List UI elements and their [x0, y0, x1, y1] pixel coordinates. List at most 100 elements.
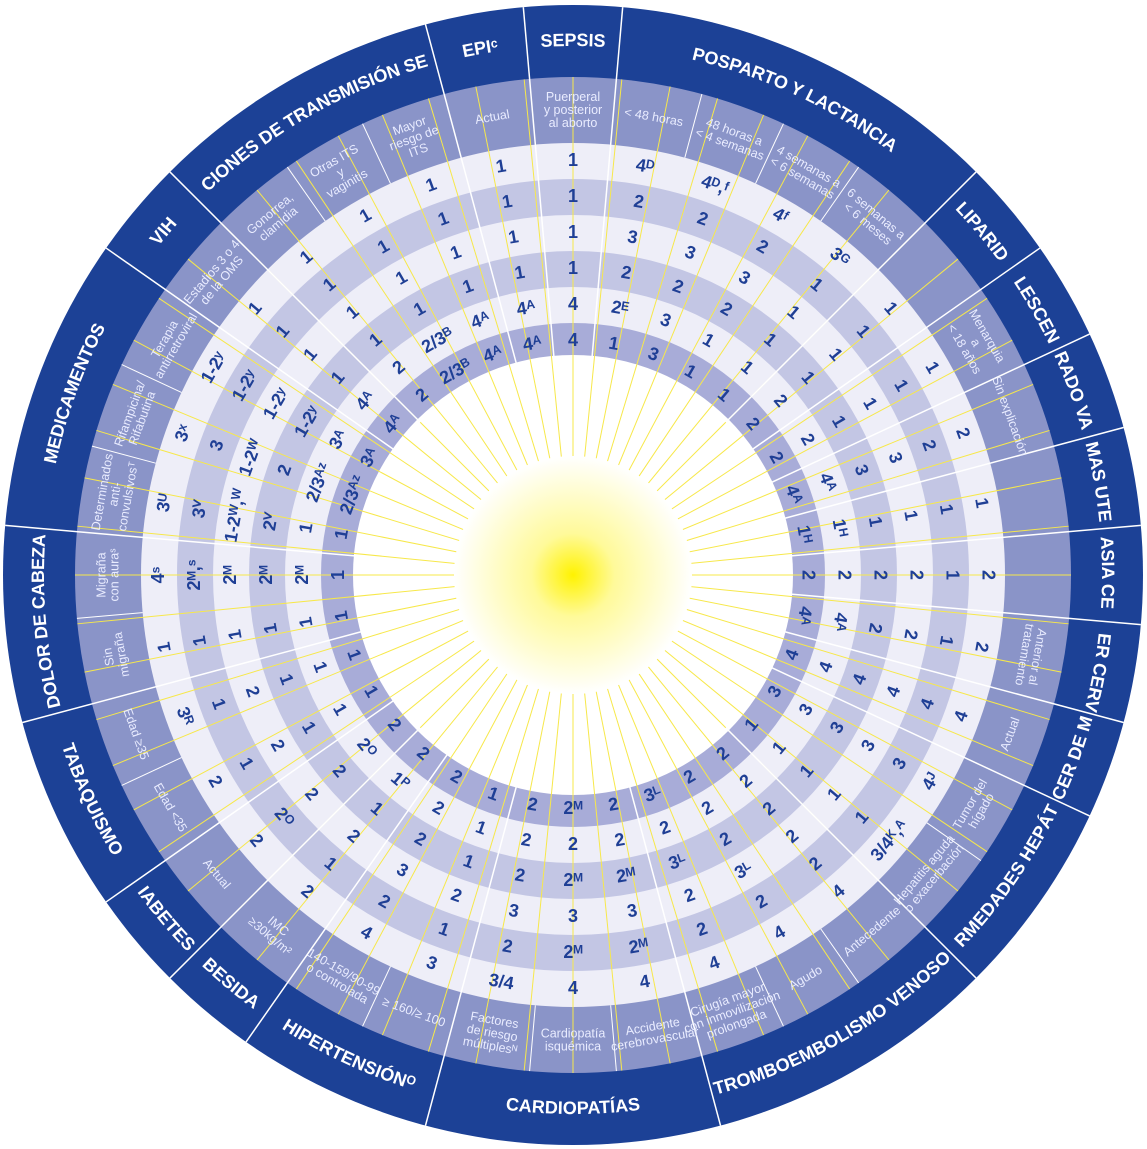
method-code: 2 [526, 793, 539, 814]
method-code: 2 [834, 570, 854, 580]
category-divider [725, 171, 977, 423]
method-code: 4ᴰ [634, 155, 655, 178]
method-code: 2 [501, 935, 514, 956]
method-code: 1 [865, 515, 886, 528]
method-code: 3ᵁ [153, 492, 176, 513]
method-code: 2 [978, 570, 998, 580]
category-divider [522, 7, 555, 360]
subcategory-label-line: y posterior [544, 103, 602, 117]
subcategory-label-line: Cardiopatía [541, 1027, 606, 1041]
subcategory-label-line: ITS [407, 140, 430, 160]
subcategory-label-line: al aborto [549, 116, 598, 130]
subcategory-divider [286, 166, 326, 222]
method-code: 1 [224, 628, 245, 641]
subcategory-divider [755, 123, 784, 184]
method-code: 1 [942, 570, 962, 580]
method-code: 1 [568, 186, 578, 206]
method-code: 3ⱽ [188, 497, 211, 519]
subcategory-label-line: Migraña [95, 552, 109, 597]
subcategory-label-line: anti- [106, 481, 124, 507]
category-divider [725, 727, 977, 979]
method-code: 2ᴹ,ˢ [184, 559, 204, 590]
method-code: 1ᴴ [793, 524, 816, 545]
category-divider [169, 727, 421, 979]
method-code: 1 [607, 333, 620, 354]
method-code: 3 [626, 226, 639, 247]
method-code: 1 [971, 496, 992, 509]
subcategory-label: Actual [474, 107, 511, 127]
category-divider [781, 426, 1124, 520]
method-code: 1 [513, 262, 526, 283]
method-code: 4 [568, 294, 578, 314]
method-code: 2ᴹ [220, 565, 240, 584]
method-code: 3/4 [487, 969, 515, 993]
category-divider [105, 698, 397, 903]
subcategory-divider [820, 166, 860, 222]
method-code: 2 [865, 622, 886, 635]
subcategory-label-line: Actual [474, 107, 511, 127]
category-divider [22, 630, 365, 724]
method-code: 2ᴹ [627, 935, 649, 958]
method-code: 2ᴹ [292, 565, 312, 584]
category-divider [749, 247, 1041, 452]
method-code: 2 [900, 628, 921, 641]
method-code: 2ᴹ [563, 942, 582, 962]
method-code: 1 [568, 258, 578, 278]
method-code: 3 [568, 906, 578, 926]
method-code: 1 [507, 226, 520, 247]
method-code: 2ᴹ [615, 864, 637, 887]
method-code: 1 [328, 570, 348, 580]
method-code: 2ⱽ [259, 510, 282, 532]
category-divider [788, 593, 1141, 626]
category-divider [781, 630, 1124, 724]
method-code: 3ᴸ [666, 849, 689, 874]
category-divider [591, 7, 624, 360]
method-code: 1 [568, 150, 578, 170]
category-divider [628, 783, 722, 1126]
category-divider [768, 665, 1090, 817]
method-code: 1 [936, 634, 957, 647]
subcategory-label: Migrañacon auraˢ [95, 549, 122, 602]
method-code: 2 [613, 829, 626, 850]
method-code: 2 [568, 834, 578, 854]
category-divider [169, 171, 421, 423]
category-divider [5, 524, 358, 557]
subcategory-label-line: Sin [100, 647, 117, 667]
subcategory-label-line: Puerperal [546, 90, 600, 104]
method-code: 4 [638, 971, 651, 992]
method-code: 1 [331, 609, 352, 622]
subcategory-divider [91, 445, 156, 464]
method-code: 2 [620, 262, 633, 283]
method-code: 3ˣ [171, 421, 196, 444]
method-code: 2 [632, 191, 645, 212]
method-code: 2ᴹ [256, 565, 276, 584]
method-code: 4ᴬ [829, 611, 852, 633]
subcategory-label: Puerperal y posterior al aborto [544, 90, 602, 130]
method-code: 4 [568, 978, 578, 998]
wheel-dividers [5, 7, 1141, 1126]
subcategory-divider [755, 966, 784, 1027]
method-code: 4ᴬ [521, 332, 543, 355]
method-code: 4ᴬ [793, 605, 816, 627]
category-divider [105, 247, 397, 452]
category-divider [424, 24, 518, 367]
method-code: 1 [295, 615, 316, 628]
method-code: 2ᴹ [563, 798, 582, 818]
category-label-path: SEPSIS [540, 30, 606, 51]
subcategory-label-line: con auraˢ [108, 549, 122, 602]
method-code: 2 [906, 570, 926, 580]
subcategory-divider [529, 1005, 536, 1072]
method-code: 2 [798, 570, 818, 580]
subcategory-divider [820, 928, 860, 984]
method-code: 2ᴹ [563, 870, 582, 890]
category-divider [245, 751, 450, 1043]
subcategory-divider [926, 822, 982, 862]
method-code: 1 [295, 521, 316, 534]
method-code: 1 [936, 502, 957, 515]
subcategory-divider [362, 966, 391, 1027]
subcategory-label: Mayorriesgo deITS [383, 110, 445, 165]
subcategory-divider [76, 612, 143, 619]
subcategory-divider [362, 123, 391, 184]
method-code: 2ᴱ [610, 297, 631, 320]
